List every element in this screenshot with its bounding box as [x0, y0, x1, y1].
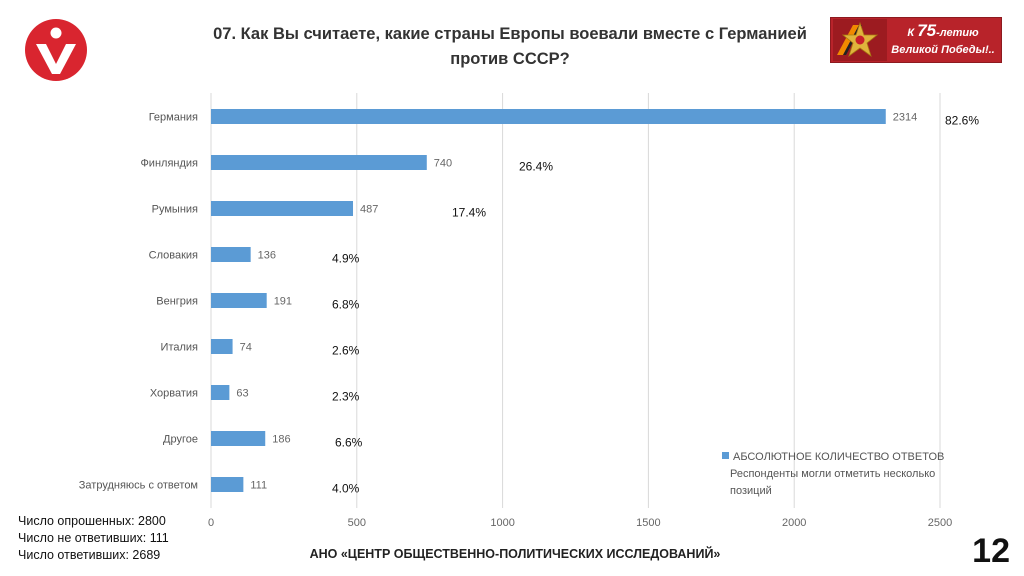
x-tick-label: 2500 — [928, 517, 952, 529]
legend-swatch — [722, 452, 729, 459]
data-label: 136 — [258, 250, 276, 262]
data-label: 63 — [236, 388, 248, 400]
bar — [211, 477, 244, 492]
survey-stats: Число опрошенных: 2800 Число не ответивш… — [18, 513, 169, 564]
banner-text: К 75-летию Великой Победы!.. — [891, 21, 995, 56]
data-label: 74 — [240, 342, 252, 354]
category-label: Италия — [161, 342, 199, 354]
category-label: Хорватия — [150, 388, 198, 400]
percent-label: 17.4% — [452, 206, 486, 220]
legend-label: АБСОЛЮТНОЕ КОЛИЧЕСТВО ОТВЕТОВ — [733, 451, 945, 463]
percent-label: 82.6% — [945, 114, 979, 128]
x-tick-label: 2000 — [782, 517, 806, 529]
x-tick-label: 500 — [348, 517, 366, 529]
x-tick-label: 1000 — [490, 517, 514, 529]
bar — [211, 155, 427, 170]
data-label: 111 — [250, 480, 267, 492]
bar — [211, 293, 267, 308]
chart-title: 07. Как Вы считаете, какие страны Европы… — [213, 25, 807, 68]
data-label: 2314 — [893, 112, 917, 124]
data-label: 186 — [272, 434, 290, 446]
percent-label: 6.6% — [335, 436, 363, 450]
percent-label: 4.0% — [332, 482, 360, 496]
x-tick-label: 1500 — [636, 517, 660, 529]
organization-name: АНО «ЦЕНТР ОБЩЕСТВЕННО-ПОЛИТИЧЕСКИХ ИССЛ… — [309, 547, 721, 561]
percent-column-frame — [938, 103, 983, 463]
data-label: 740 — [434, 158, 452, 170]
category-label: Германия — [149, 112, 198, 124]
bar — [211, 109, 886, 124]
percent-label: 2.6% — [332, 344, 360, 358]
data-label: 191 — [274, 296, 292, 308]
legend-note: Респонденты могли отметить несколько поз… — [730, 468, 936, 497]
category-label: Другое — [163, 434, 198, 446]
percent-label: 6.8% — [332, 298, 360, 312]
category-label: Затрудняюсь с ответом — [79, 480, 198, 492]
order-star-icon — [833, 19, 887, 61]
page-number: 12 — [972, 532, 1010, 570]
stat-not-answered: Число не ответивших: 111 — [18, 531, 169, 545]
organization-logo — [25, 19, 87, 81]
category-label: Финляндия — [140, 158, 198, 170]
chart-legend: АБСОЛЮТНОЕ КОЛИЧЕСТВО ОТВЕТОВ Респондент… — [722, 449, 960, 500]
category-label: Румыния — [152, 204, 198, 216]
bar — [211, 431, 266, 446]
stat-surveyed: Число опрошенных: 2800 — [18, 514, 166, 528]
category-label: Венгрия — [156, 296, 198, 308]
bar — [211, 201, 354, 216]
stat-answered: Число ответивших: 2689 — [18, 548, 161, 562]
percent-label: 26.4% — [519, 160, 553, 174]
victory-anniversary-banner: К 75-летию Великой Победы!.. — [830, 17, 1002, 63]
bar — [211, 247, 251, 262]
percent-label: 4.9% — [332, 252, 360, 266]
percent-label: 2.3% — [332, 390, 360, 404]
x-tick-label: 0 — [208, 517, 214, 529]
bar — [211, 339, 233, 354]
data-label: 487 — [360, 204, 378, 216]
category-label: Словакия — [149, 250, 198, 262]
bar — [211, 385, 230, 400]
